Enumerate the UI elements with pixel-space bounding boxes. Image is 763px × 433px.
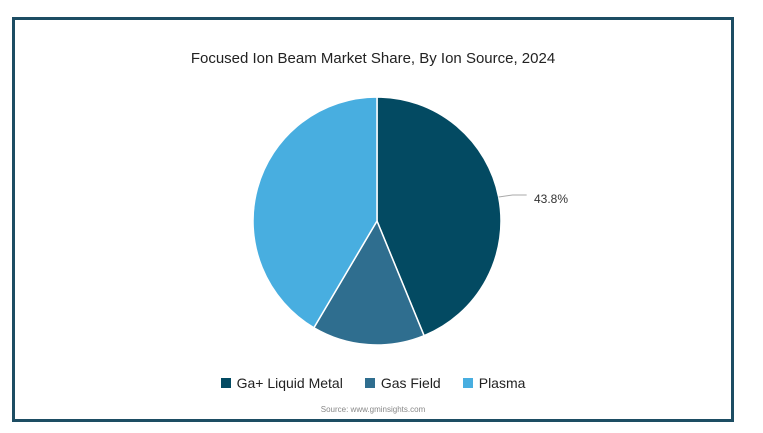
pie-slice-gas-field <box>312 219 426 346</box>
legend-swatch-plasma <box>462 378 473 388</box>
legend-label-plasma: Plasma <box>478 375 526 391</box>
legend-item-ga-liquid-metal: Ga+ Liquid Metal <box>220 375 343 391</box>
legend-item-plasma: Plasma <box>462 375 526 391</box>
pie-chart <box>252 96 527 346</box>
slice-label-leader-line <box>498 194 527 198</box>
legend-item-gas-field: Gas Field <box>364 375 441 391</box>
chart-frame: Focused Ion Beam Market Share, By Ion So… <box>12 17 734 422</box>
pie-slice-ga-liquid-metal <box>376 96 502 337</box>
legend-label-ga-liquid-metal: Ga+ Liquid Metal <box>236 375 343 391</box>
source-note: Source: www.gminsights.com <box>320 405 426 414</box>
legend-swatch-gas-field <box>364 378 375 388</box>
pie-slice-plasma <box>252 96 378 329</box>
legend-label-gas-field: Gas Field <box>380 375 441 391</box>
legend-swatch-ga-liquid-metal <box>220 378 231 388</box>
legend: Ga+ Liquid Metal Gas Field Plasma <box>15 375 731 391</box>
chart-title: Focused Ion Beam Market Share, By Ion So… <box>190 50 556 67</box>
slice-label-ga-liquid-metal: 43.8% <box>534 192 569 206</box>
